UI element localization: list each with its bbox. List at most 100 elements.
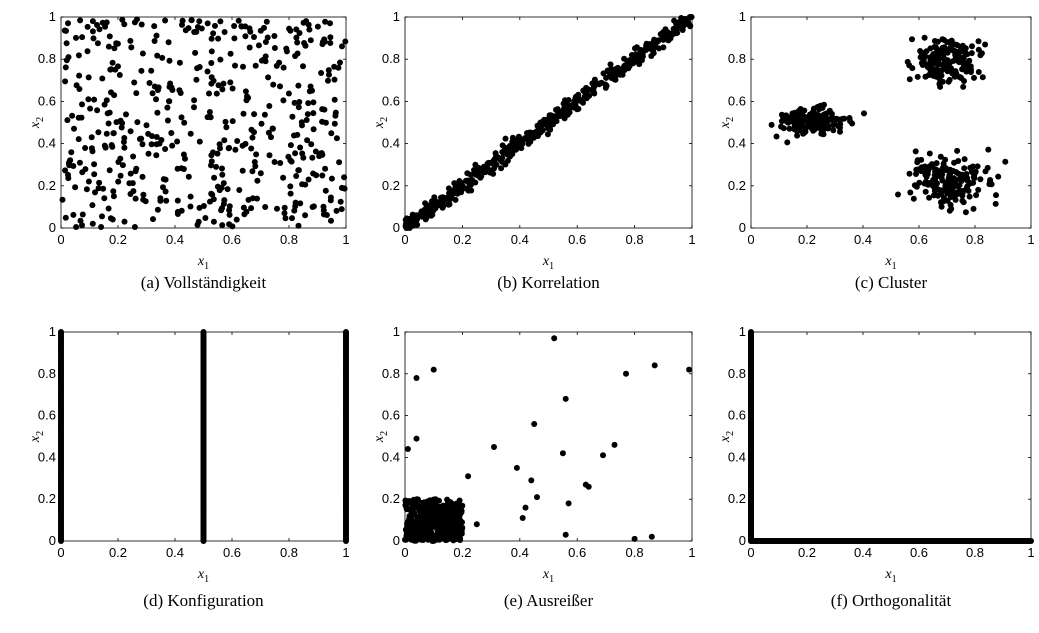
data-point <box>257 170 264 177</box>
data-point <box>251 129 257 136</box>
data-point <box>936 75 943 82</box>
data-point <box>995 173 1002 180</box>
data-point <box>581 93 588 100</box>
data-point <box>600 452 606 459</box>
data-point <box>784 139 791 146</box>
data-point <box>249 134 256 141</box>
data-point <box>281 210 288 217</box>
data-point <box>952 196 959 203</box>
data-point <box>142 198 149 205</box>
data-point <box>116 72 123 78</box>
data-point <box>993 192 999 199</box>
data-point <box>948 39 955 46</box>
data-point <box>934 38 941 45</box>
data-point <box>960 83 967 90</box>
data-point <box>162 176 169 183</box>
data-point <box>294 39 301 46</box>
data-point <box>331 76 338 83</box>
y-tick-label: 0.8 <box>728 366 746 381</box>
data-point <box>948 46 955 53</box>
data-point <box>846 115 853 121</box>
data-point <box>498 165 505 172</box>
data-point <box>921 34 928 41</box>
data-point <box>196 138 203 145</box>
data-point <box>255 42 262 49</box>
data-point <box>219 222 226 229</box>
y-axis-label: x2 <box>372 117 390 129</box>
data-point <box>961 156 968 163</box>
scatter-plot-b: 0 0.2 0.4 0.6 0.8 1 0 0.2 0.4 0.6 0.8 1 x1 x2 <box>372 9 696 272</box>
data-point <box>242 33 249 40</box>
data-point <box>861 110 867 117</box>
data-point <box>64 117 71 124</box>
data-point <box>76 159 83 166</box>
x-tick-label: 0.4 <box>854 545 872 560</box>
data-point <box>70 163 77 169</box>
data-point <box>909 65 916 72</box>
data-point <box>968 50 975 57</box>
data-point <box>560 100 567 107</box>
data-point <box>174 138 181 145</box>
data-point <box>226 144 233 151</box>
y-tick-label: 0.4 <box>728 136 746 151</box>
x-tick-label: 1 <box>342 545 349 560</box>
data-point <box>585 483 592 490</box>
data-point <box>649 43 656 50</box>
data-point <box>261 24 267 31</box>
data-point <box>268 134 274 141</box>
y-tick-label: 0.6 <box>38 408 56 423</box>
data-point <box>926 180 933 186</box>
data-point <box>167 80 174 87</box>
data-point <box>962 209 969 216</box>
data-point <box>528 477 535 484</box>
scatter-plot-a: 0 0.2 0.4 0.6 0.8 1 0 0.2 0.4 0.6 0.8 1 x1 x2 <box>28 9 350 272</box>
data-point <box>507 150 514 157</box>
data-point <box>208 74 215 81</box>
data-point <box>206 90 212 97</box>
data-point <box>65 20 71 27</box>
data-point <box>955 58 962 65</box>
data-point <box>621 63 627 70</box>
data-point <box>933 179 940 186</box>
y-tick-label: 0.4 <box>38 449 56 464</box>
x-tick-label: 0.2 <box>453 545 471 560</box>
data-point <box>551 115 558 122</box>
data-point <box>114 40 121 47</box>
data-point <box>232 62 238 69</box>
data-point <box>939 177 946 184</box>
data-point <box>153 152 160 159</box>
data-point <box>258 120 265 127</box>
data-point <box>299 122 305 129</box>
data-point <box>492 150 499 157</box>
data-point <box>276 59 283 66</box>
data-point <box>208 152 215 159</box>
data-point <box>837 121 844 128</box>
data-point <box>448 522 455 529</box>
data-point <box>818 130 825 137</box>
x-axis-label: x1 <box>884 254 896 272</box>
data-point <box>280 64 287 71</box>
data-point <box>314 23 321 30</box>
data-point <box>913 166 920 173</box>
x-tick-label: 0.2 <box>798 545 816 560</box>
data-point <box>546 117 553 124</box>
data-point <box>444 514 451 521</box>
data-point <box>534 494 540 501</box>
data-point <box>574 106 581 113</box>
data-point <box>431 522 438 529</box>
data-point <box>337 198 344 205</box>
data-point <box>108 66 115 73</box>
data-point <box>75 114 82 121</box>
data-point <box>82 145 89 151</box>
data-point <box>577 96 584 103</box>
x-axis-label: x1 <box>542 254 554 272</box>
y-tick-label: 0.8 <box>382 366 400 381</box>
data-point <box>287 183 294 190</box>
data-point <box>300 63 306 70</box>
data-point <box>323 212 330 218</box>
data-point <box>76 86 83 92</box>
data-point <box>922 188 929 195</box>
data-point <box>204 68 211 75</box>
data-point <box>305 21 312 28</box>
data-point <box>215 82 222 89</box>
